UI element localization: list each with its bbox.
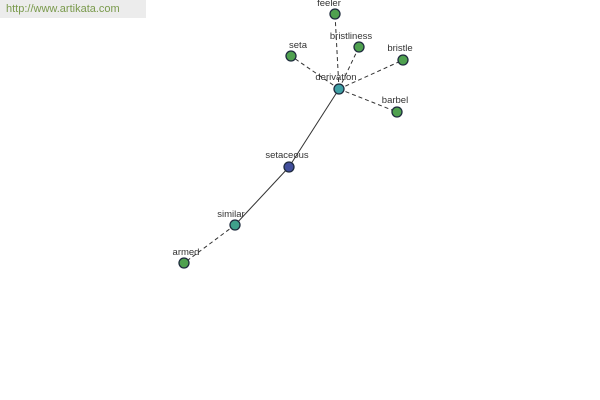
graph-node-derivation[interactable] — [333, 83, 345, 95]
graph-node-similar[interactable] — [229, 219, 241, 231]
node-label-similar: similar — [217, 209, 244, 220]
node-label-feeler: feeler — [317, 0, 341, 9]
graph-edge-derivation-setaceous — [288, 88, 340, 168]
url-watermark-bar: http://www.artikata.com — [0, 0, 146, 18]
graph-node-setaceous[interactable] — [283, 161, 295, 173]
graph-node-feeler[interactable] — [329, 8, 341, 20]
graph-node-barbel[interactable] — [391, 106, 403, 118]
graph-node-bristle[interactable] — [397, 54, 409, 66]
node-label-derivation: derivation — [315, 72, 356, 83]
node-label-setaceous: setaceous — [265, 150, 309, 161]
graph-edge-setaceous-similar — [234, 166, 290, 226]
graph-edge-similar-armed — [183, 224, 236, 264]
graph-edge-derivation-feeler — [334, 13, 340, 90]
graph-edge-derivation-bristle — [338, 59, 404, 90]
url-text: http://www.artikata.com — [6, 3, 120, 15]
graph-edge-derivation-seta — [290, 55, 340, 90]
node-label-armed: armed — [173, 247, 200, 258]
graph-edge-derivation-bristliness — [338, 46, 360, 90]
graph-node-bristliness[interactable] — [353, 41, 365, 53]
graph-node-seta[interactable] — [285, 50, 297, 62]
node-label-bristliness: bristliness — [330, 31, 372, 42]
node-label-bristle: bristle — [387, 43, 412, 54]
node-label-seta: seta — [289, 40, 308, 51]
graph-node-armed[interactable] — [178, 257, 190, 269]
graph-edge-derivation-barbel — [338, 88, 398, 113]
node-label-barbel: barbel — [382, 95, 408, 106]
